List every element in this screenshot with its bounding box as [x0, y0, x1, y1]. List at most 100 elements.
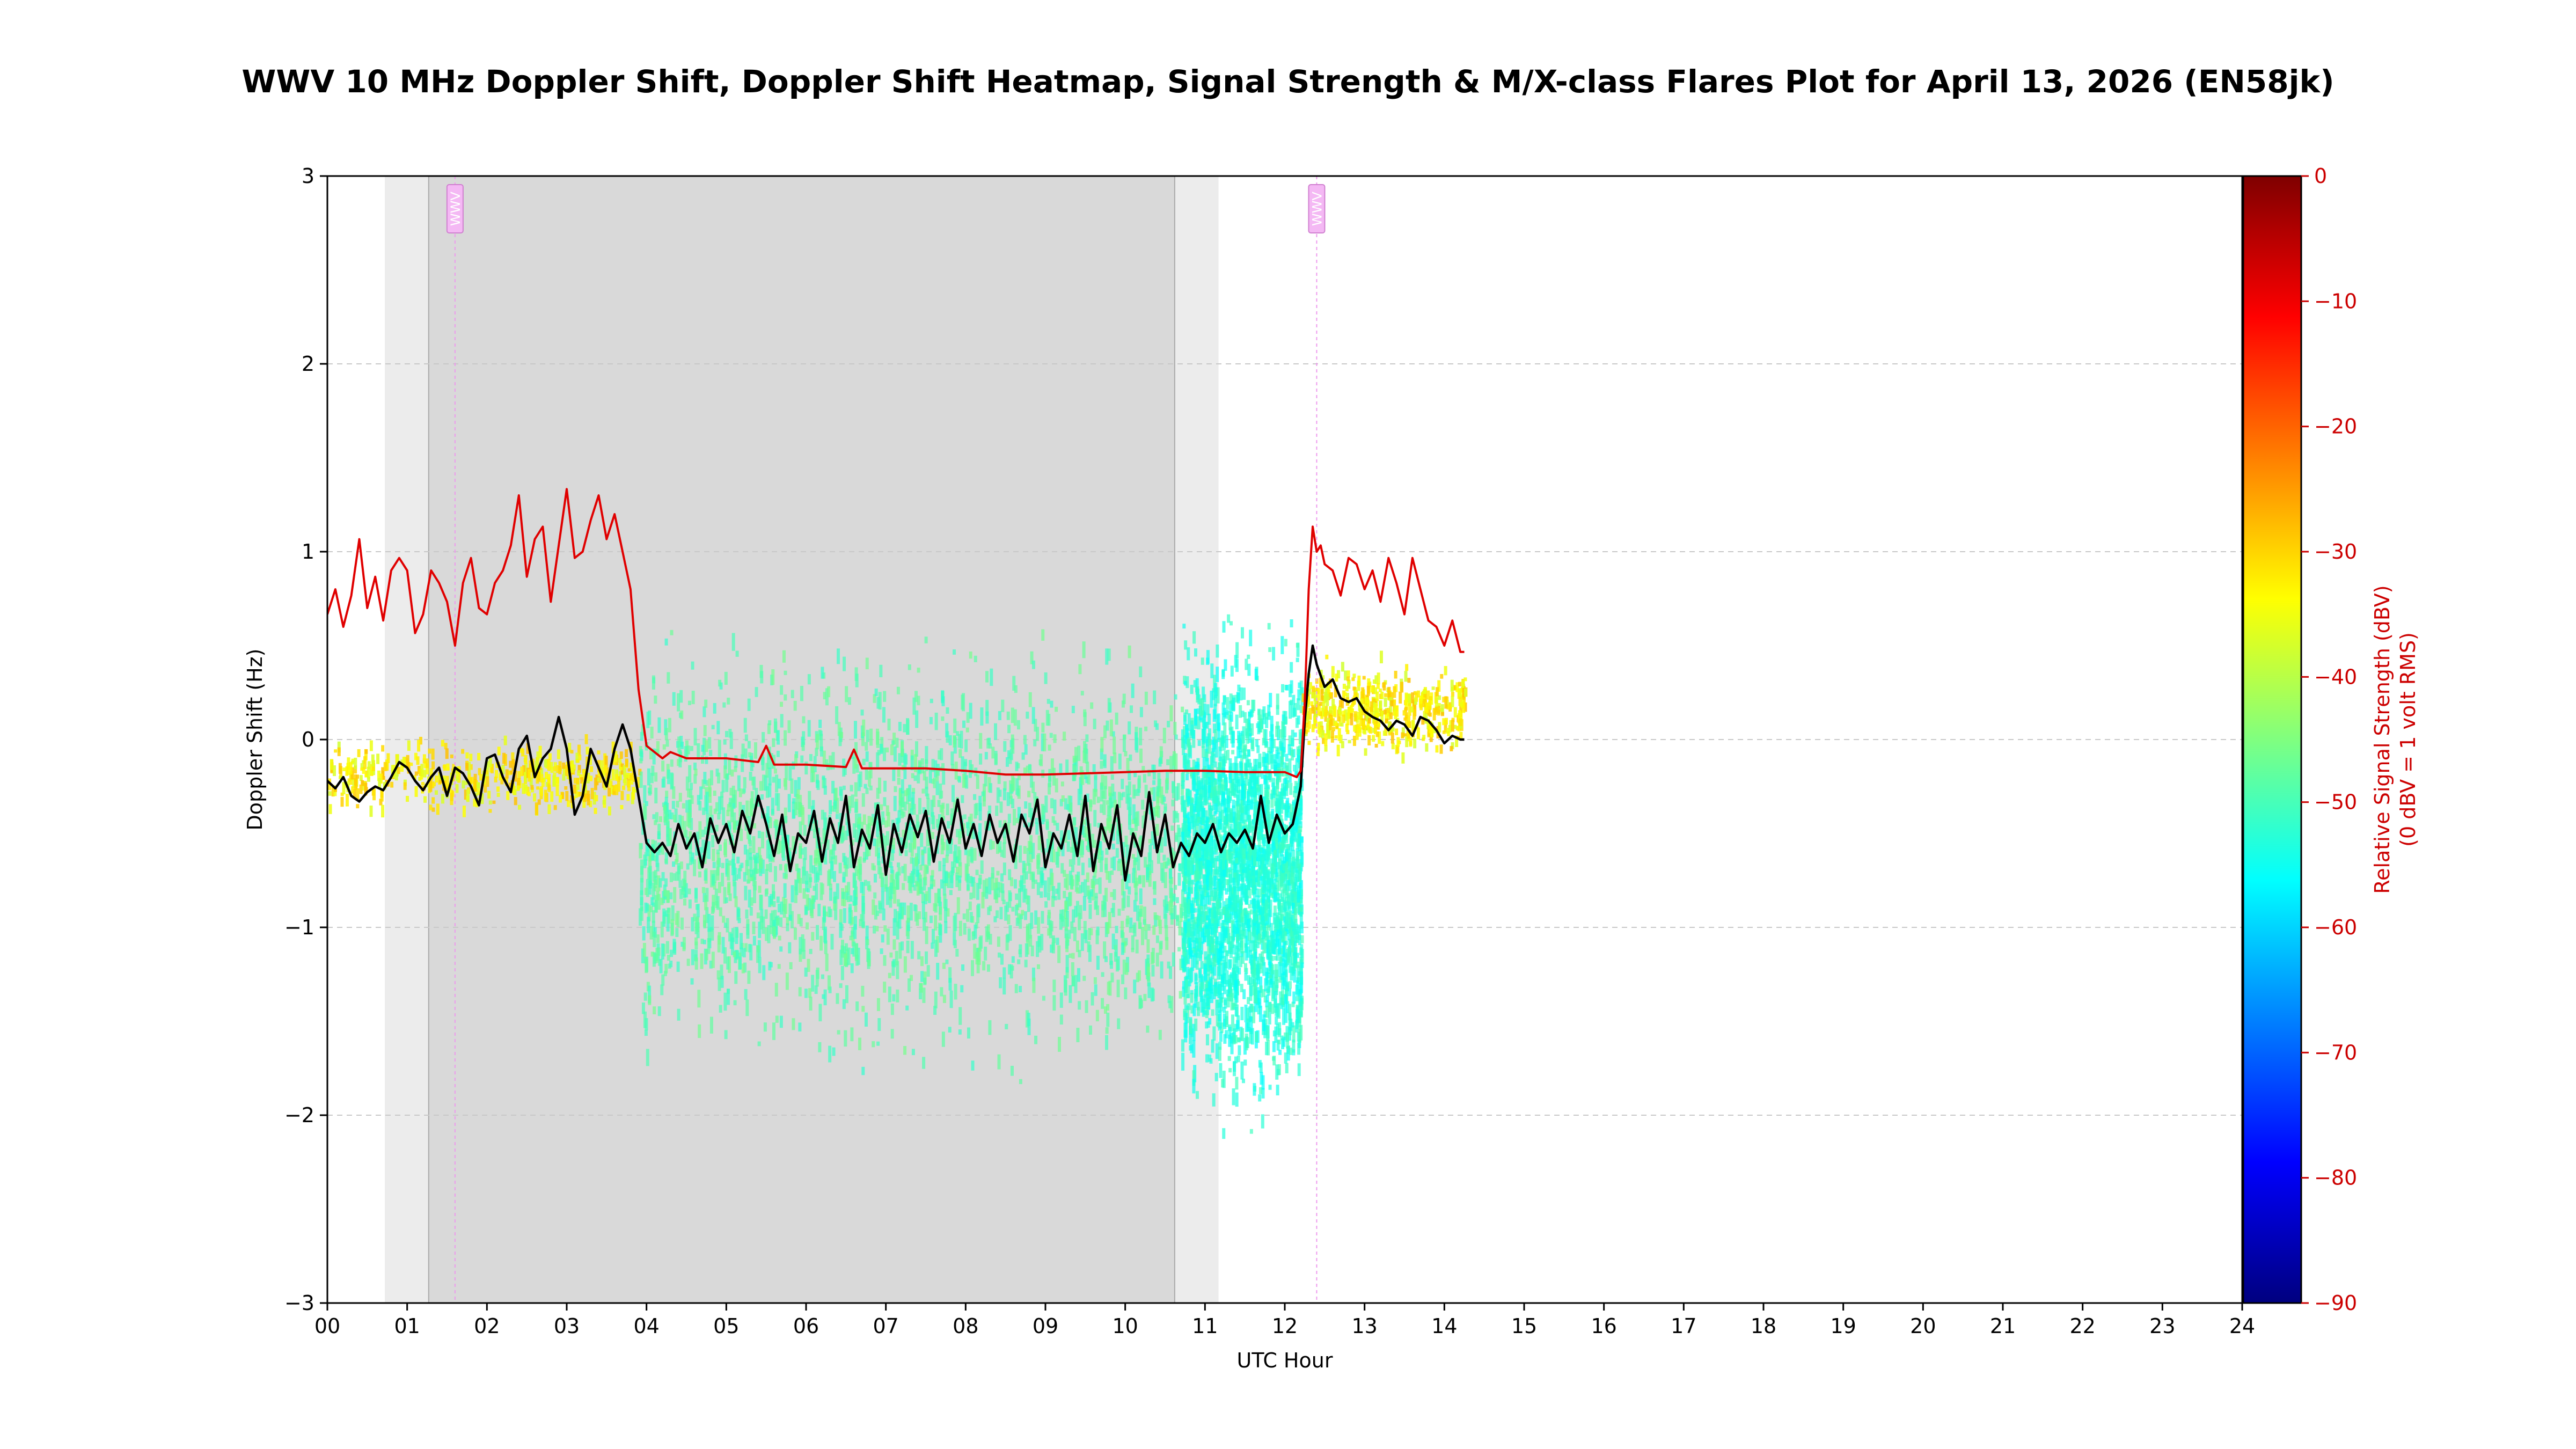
heatmap-cell-3812: [1219, 876, 1223, 885]
heatmap-cell-1223: [874, 689, 878, 697]
heatmap-cell-3914: [1216, 1015, 1219, 1027]
heatmap-cell-1086: [814, 867, 817, 883]
heatmap-cell-1324: [916, 869, 920, 887]
heatmap-cell-2648: [727, 863, 730, 881]
heatmap-cell-2084: [872, 899, 875, 915]
heatmap-cell-2157: [1034, 1035, 1038, 1044]
heatmap-cell-3827: [1268, 909, 1271, 927]
heatmap-cell-1757: [1080, 933, 1084, 951]
heatmap-cell-3056: [1110, 857, 1114, 868]
heatmap-cell-112: [573, 778, 577, 784]
heatmap-cell-1080: [954, 912, 957, 931]
heatmap-cell-387: [627, 768, 631, 772]
heatmap-cell-4616: [1199, 990, 1203, 1002]
heatmap-cell-1184: [694, 949, 698, 962]
heatmap-cell-4949: [1294, 786, 1298, 793]
heatmap-cell-3450: [1238, 1045, 1241, 1056]
heatmap-cell-2609: [724, 897, 728, 903]
heatmap-cell-434: [473, 779, 477, 792]
heatmap-cell-10: [406, 796, 409, 802]
heatmap-cell-2412: [918, 760, 921, 768]
heatmap-cell-152: [504, 777, 508, 786]
heatmap-cell-421: [485, 770, 488, 774]
heatmap-cell-1318: [721, 936, 725, 954]
heatmap-cell-4837: [1270, 956, 1274, 961]
heatmap-cell-2103: [921, 849, 925, 866]
heatmap-cell-2497: [1059, 1014, 1063, 1025]
heatmap-cell-2728: [974, 924, 977, 939]
heatmap-cell-1362: [675, 913, 678, 925]
heatmap-cell-2941: [718, 679, 722, 687]
heatmap-cell-1500: [677, 736, 681, 753]
heatmap-cell-3717: [1232, 839, 1235, 855]
heatmap-cell-2478: [759, 895, 763, 909]
heatmap-cell-3007: [743, 777, 747, 788]
heatmap-cell-1023: [877, 777, 881, 794]
heatmap-cell-4644: [1283, 897, 1286, 910]
heatmap-cell-42: [428, 748, 431, 754]
heatmap-cell-2665: [782, 873, 786, 879]
heatmap-cell-870: [914, 905, 918, 922]
heatmap-cell-1918: [667, 908, 671, 924]
heatmap-cell-2044: [770, 913, 773, 928]
heatmap-cell-4733: [1275, 750, 1279, 759]
heatmap-cell-859: [985, 700, 989, 716]
heatmap-cell-402: [402, 757, 406, 768]
heatmap-cell-4593: [1241, 1028, 1245, 1042]
heatmap-cell-28: [395, 764, 399, 777]
heatmap-cell-1792: [958, 875, 962, 883]
heatmap-cell-3276: [1261, 1088, 1265, 1099]
heatmap-cell-4291: [1224, 775, 1227, 791]
heatmap-cell-3064: [640, 906, 643, 921]
heatmap-cell-4134: [1190, 767, 1194, 777]
heatmap-cell-1784: [1092, 788, 1096, 805]
heatmap-cell-3084: [914, 857, 918, 867]
heatmap-cell-41: [390, 781, 394, 788]
heatmap-cell-1435: [913, 904, 917, 911]
heatmap-cell-359: [553, 766, 557, 772]
heatmap-cell-2952: [1069, 802, 1073, 815]
heatmap-cell-1957: [934, 940, 938, 957]
heatmap-cell-114: [397, 766, 400, 774]
heatmap-cell-2777: [829, 800, 832, 815]
heatmap-cell-3897: [1260, 926, 1264, 936]
heatmap-cell-2065: [749, 857, 753, 872]
heatmap-cell-1951: [1023, 735, 1027, 745]
heatmap-cell-2237: [953, 718, 957, 733]
heatmap-cell-4788: [1267, 972, 1271, 979]
heatmap-cell-960: [1080, 839, 1084, 858]
heatmap-cell-1024: [1104, 888, 1108, 902]
heatmap-cell-4887: [1190, 993, 1194, 1003]
heatmap-cell-1828: [1096, 955, 1100, 970]
heatmap-cell-1434: [1169, 756, 1173, 774]
heatmap-cell-1159: [904, 790, 908, 796]
heatmap-cell-977: [686, 958, 690, 966]
heatmap-cell-1493: [1080, 821, 1084, 835]
heatmap-cell-1090: [797, 777, 801, 790]
heatmap-cell-839: [1128, 797, 1132, 816]
heatmap-cell-4176: [1245, 885, 1248, 891]
heatmap-cell-2246: [1090, 702, 1094, 709]
heatmap-cell-3869: [1235, 800, 1239, 818]
heatmap-cell-2745: [654, 870, 657, 878]
heatmap-cell-2333: [665, 791, 669, 798]
heatmap-cell-2542: [1070, 846, 1073, 853]
heatmap-cell-448: [613, 785, 617, 792]
heatmap-cell-2053: [705, 888, 709, 902]
heatmap-cell-1556: [964, 740, 968, 752]
heatmap-cell-1685: [1007, 914, 1011, 925]
heatmap-cell-89: [524, 763, 528, 773]
heatmap-cell-661: [996, 787, 1000, 803]
heatmap-cell-2460: [746, 831, 750, 839]
heatmap-cell-2604: [800, 848, 804, 855]
heatmap-cell-939: [953, 932, 956, 946]
heatmap-cell-3757: [1286, 1001, 1290, 1014]
heatmap-cell-108: [619, 762, 623, 770]
heatmap-cell-3027: [1029, 835, 1033, 853]
heatmap-cell-1528: [1153, 898, 1157, 905]
heatmap-cell-2669: [1158, 1029, 1162, 1040]
heatmap-cell-889: [658, 959, 662, 966]
heatmap-cell-606: [652, 871, 656, 882]
heatmap-cell-1094: [690, 978, 694, 985]
heatmap-cell-2973: [994, 753, 998, 764]
